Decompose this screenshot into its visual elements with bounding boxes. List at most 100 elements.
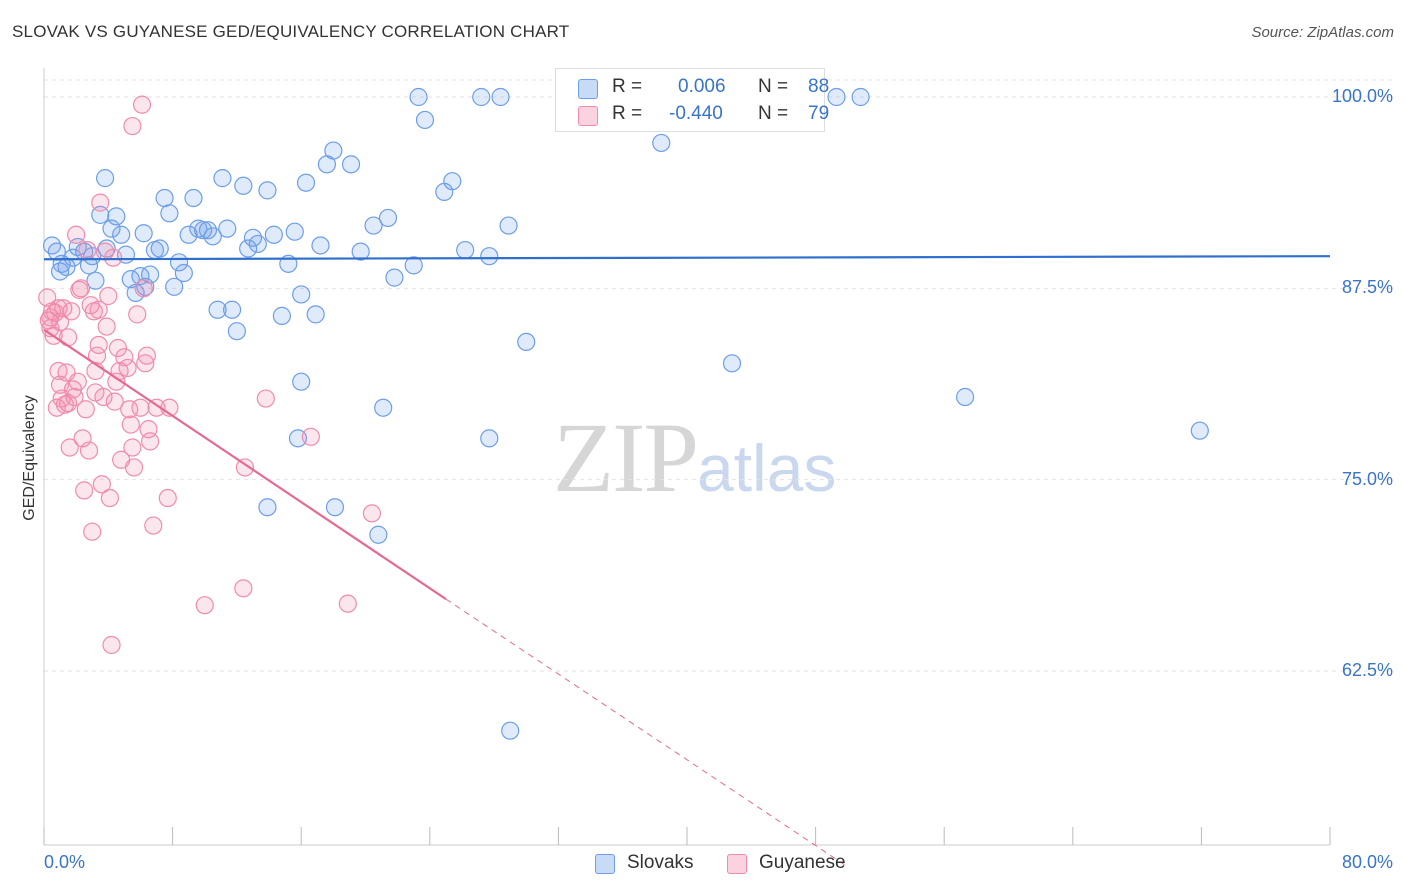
- slovaks-point: [203, 227, 222, 246]
- slovaks-point: [134, 224, 153, 243]
- slovaks-point: [296, 173, 316, 192]
- guyanese-trend-line: [43, 328, 447, 600]
- guyanese-point: [62, 302, 81, 321]
- guyanese-point: [41, 308, 60, 327]
- guyanese-point: [235, 458, 255, 477]
- guyanese-point: [158, 488, 177, 508]
- slovaks-point: [404, 256, 423, 275]
- guyanese-point: [140, 432, 160, 451]
- slovaks-point: [443, 172, 462, 191]
- slovaks-point: [351, 242, 370, 261]
- slovaks-point: [955, 387, 975, 407]
- slovaks-point: [155, 188, 174, 208]
- slovaks-point: [50, 262, 70, 281]
- slovaks-point: [517, 332, 536, 352]
- guyanese-point: [134, 279, 153, 298]
- guyanese-point: [123, 116, 142, 136]
- slovaks-point: [165, 277, 184, 296]
- guyanese-point: [195, 596, 214, 615]
- slovaks-point: [851, 87, 870, 107]
- legend-n-value: 79: [808, 103, 830, 124]
- guyanese-point: [38, 288, 57, 307]
- bottom-legend-swatch-guyanese: [727, 854, 747, 874]
- slovaks-point: [491, 87, 510, 107]
- slovaks-point: [364, 216, 383, 235]
- guyanese-point: [78, 240, 97, 260]
- guyanese-point: [128, 305, 147, 324]
- y-tick-label: 87.5%: [1341, 277, 1393, 298]
- guyanese-point: [102, 635, 121, 655]
- slovaks-point: [258, 181, 277, 200]
- slovaks-points: [42, 87, 1209, 740]
- guyanese-point: [91, 193, 110, 212]
- slovaks-point: [415, 110, 435, 130]
- slovaks-point: [292, 372, 311, 391]
- slovaks-point: [480, 247, 499, 266]
- guyanese-point: [121, 415, 140, 434]
- slovaks-point: [258, 498, 277, 517]
- guyanese-point: [132, 95, 152, 114]
- watermark-zip: ZIP: [553, 402, 699, 513]
- slovaks-point: [194, 221, 213, 240]
- slovaks-point: [499, 216, 518, 235]
- legend-n-value: 88: [808, 76, 830, 97]
- slovaks-point: [198, 221, 218, 240]
- slovaks-point: [97, 239, 116, 258]
- slovaks-point: [385, 268, 404, 287]
- guyanese-points: [38, 95, 382, 655]
- bottom-legend-swatch-slovaks: [595, 854, 615, 874]
- slovaks-point: [86, 271, 105, 290]
- guyanese-point: [92, 475, 111, 494]
- slovaks-point: [292, 285, 311, 304]
- guyanese-point: [256, 389, 275, 408]
- slovaks-point: [112, 225, 131, 244]
- guyanese-point: [97, 317, 116, 336]
- guyanese-point: [95, 242, 115, 261]
- slovaks-point: [227, 322, 246, 341]
- watermark-atlas: atlas: [697, 431, 837, 505]
- slovaks-point: [107, 207, 126, 226]
- correlation-legend: R = 0.006 N = 88 R = -0.440 N = 79: [555, 68, 829, 132]
- chart-source: Source: ZipAtlas.com: [1251, 24, 1394, 41]
- guyanese-point: [76, 400, 95, 419]
- guyanese-point: [362, 504, 382, 523]
- guyanese-point: [118, 358, 137, 378]
- legend-r-label: R =: [612, 76, 643, 97]
- slovaks-point: [239, 239, 258, 258]
- slovaks-point: [480, 429, 499, 448]
- slovaks-point: [42, 236, 62, 255]
- guyanese-point: [65, 387, 84, 407]
- legend-swatch-guyanese: [578, 106, 598, 126]
- guyanese-point: [89, 300, 108, 319]
- guyanese-point: [67, 225, 86, 244]
- slovaks-point: [325, 498, 345, 517]
- guyanese-point: [124, 458, 144, 477]
- slovaks-point: [95, 169, 115, 188]
- y-tick-label: 62.5%: [1341, 660, 1393, 680]
- slovaks-point: [409, 87, 428, 107]
- guyanese-point: [86, 383, 105, 402]
- legend-r-label: R =: [612, 103, 643, 124]
- slovaks-point: [285, 222, 304, 241]
- slovaks-point: [374, 398, 393, 417]
- guyanese-point: [75, 481, 94, 500]
- guyanese-point: [144, 516, 163, 535]
- slovaks-point: [341, 155, 361, 174]
- bottom-legend-label-guyanese: Guyanese: [759, 852, 846, 873]
- legend-swatch-slovaks: [578, 79, 598, 99]
- guyanese-point: [100, 488, 120, 508]
- slovaks-point: [150, 239, 169, 258]
- guyanese-point: [107, 372, 126, 391]
- slovaks-point: [160, 204, 179, 223]
- guyanese-point: [79, 441, 99, 460]
- guyanese-point: [105, 392, 124, 411]
- guyanese-point: [99, 286, 118, 306]
- guyanese-point: [50, 312, 70, 332]
- x-tick-label-max: 80.0%: [1341, 852, 1393, 872]
- slovaks-point: [1190, 421, 1209, 440]
- y-tick-label: 75.0%: [1341, 468, 1393, 489]
- guyanese-point: [301, 427, 320, 446]
- slovaks-point: [827, 87, 846, 107]
- legend-n-label: N =: [758, 76, 789, 97]
